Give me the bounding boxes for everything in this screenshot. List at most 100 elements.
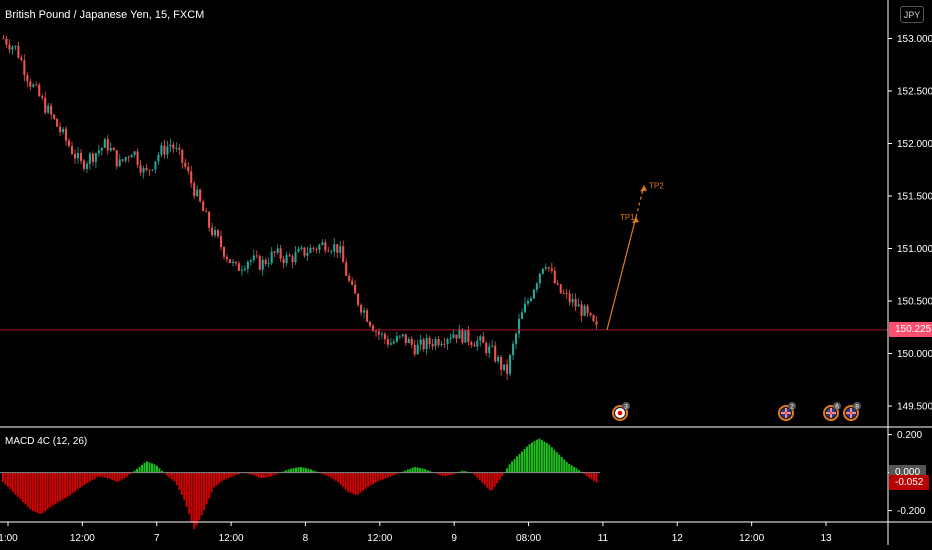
macd-bar — [362, 472, 365, 491]
tp2-label: TP2 — [649, 182, 664, 191]
macd-bar — [548, 444, 551, 473]
macd-title[interactable]: MACD 4C (12, 26) — [5, 436, 88, 447]
candle-body — [100, 147, 103, 151]
candle-body — [249, 260, 252, 262]
macd-bar — [530, 442, 533, 473]
candle-body — [443, 343, 446, 345]
macd-bar — [540, 440, 543, 473]
macd-bar — [232, 472, 235, 476]
candle-body — [506, 364, 509, 374]
candle-body — [404, 334, 407, 344]
candle-body — [589, 312, 592, 316]
macd-bar — [329, 472, 332, 478]
macd-bar — [473, 472, 476, 476]
macd-bar — [508, 464, 511, 473]
price-tick-label: 150.000 — [897, 349, 932, 360]
macd-bar — [322, 472, 325, 475]
candle-body — [50, 105, 53, 115]
macd-bar — [463, 471, 466, 473]
macd-bar — [481, 472, 484, 483]
candle-body — [529, 298, 532, 301]
macd-bar — [31, 472, 34, 512]
macd-bar — [496, 472, 499, 484]
macd-bar — [143, 462, 146, 473]
candle-body — [56, 118, 59, 127]
candle-body — [366, 310, 369, 322]
macd-bar — [74, 472, 77, 492]
macd-bar — [220, 472, 223, 482]
candle-body — [509, 355, 512, 374]
candle-body — [345, 262, 348, 276]
candle-body — [127, 157, 130, 158]
macd-bar — [34, 472, 37, 513]
last-price-tag: 150.225 — [889, 322, 932, 338]
macd-bar — [257, 472, 260, 478]
candle-body — [196, 189, 199, 197]
macd-bar — [29, 472, 32, 510]
candle-body — [300, 247, 303, 250]
macd-bar — [478, 472, 481, 481]
macd-bar — [83, 472, 86, 485]
projection-line — [606, 216, 637, 331]
macd-bar — [493, 472, 496, 487]
macd-bar — [121, 472, 124, 480]
candle-body — [136, 151, 139, 166]
macd-bar — [106, 472, 109, 479]
macd-bar — [151, 463, 153, 473]
time-tick-label: 11 — [598, 533, 609, 544]
macd-bar — [237, 472, 240, 474]
macd-bar — [441, 472, 444, 477]
macd-bar — [218, 472, 221, 484]
macd-bar — [535, 439, 538, 473]
event-count-badge — [853, 402, 861, 410]
candle-body — [306, 252, 309, 256]
macd-bar — [133, 470, 136, 473]
candle-body — [503, 364, 506, 370]
macd-bar — [381, 472, 384, 480]
candle-body — [485, 342, 488, 354]
candle-body — [357, 293, 360, 305]
candle-body — [360, 304, 363, 313]
macd-bar — [227, 472, 230, 478]
macd-bar — [588, 472, 591, 478]
macd-bar — [46, 472, 49, 510]
candle-body — [419, 339, 422, 345]
macd-bar — [198, 472, 201, 521]
candle-body — [118, 159, 121, 167]
candle-body — [106, 139, 109, 151]
macd-bar — [210, 472, 213, 493]
candle-body — [82, 160, 85, 169]
currency-badge[interactable]: JPY — [900, 6, 924, 23]
candle-body — [94, 153, 97, 162]
candle-body — [252, 255, 255, 261]
event-count: 8 — [855, 404, 859, 411]
macd-bar — [26, 472, 29, 507]
macd-bar — [200, 472, 203, 516]
macd-bar — [347, 472, 350, 492]
candle-body — [377, 331, 381, 335]
macd-bar — [568, 463, 571, 473]
macd-bar — [138, 466, 141, 473]
candle-body — [276, 248, 279, 253]
candle-body — [219, 236, 223, 248]
macd-bar — [563, 459, 566, 473]
candle-body — [416, 344, 419, 355]
macd-bar — [6, 472, 9, 488]
candle-body — [151, 169, 154, 171]
macd-bar — [558, 454, 561, 473]
macd-bar — [88, 472, 91, 482]
macd-bar — [205, 472, 208, 505]
candle-body — [70, 146, 74, 155]
candle-body — [285, 255, 288, 264]
candle-body — [17, 45, 20, 58]
macd-bar — [155, 465, 158, 473]
candle-body — [410, 339, 413, 345]
macd-bar — [461, 470, 464, 473]
candle-body — [243, 268, 246, 270]
candle-body — [580, 304, 583, 316]
candle-body — [288, 255, 291, 257]
candle-body — [556, 283, 559, 285]
macd-bar — [304, 468, 307, 473]
macd-bar — [36, 472, 39, 514]
